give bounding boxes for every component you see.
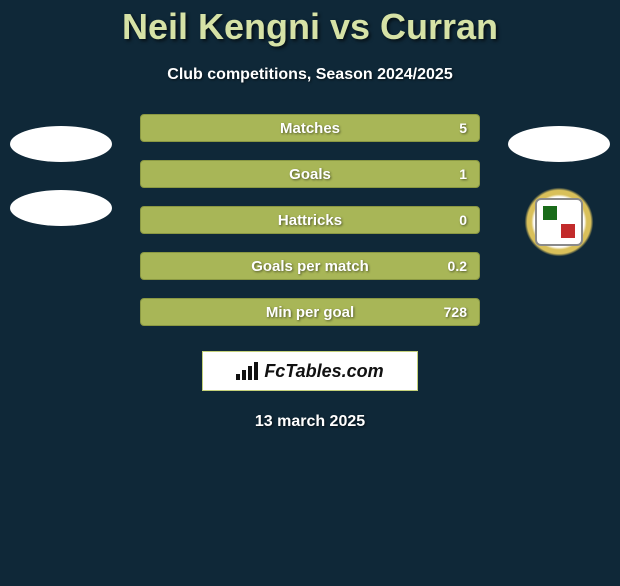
footer-date: 13 march 2025 [0,413,620,431]
stat-label: Matches [280,120,340,137]
stat-label: Goals per match [251,258,369,275]
shield-icon [535,198,583,246]
club-badge-placeholder [10,190,112,226]
stat-bar-min-per-goal: Min per goal 728 [140,298,480,326]
watermark-text: FcTables.com [264,361,383,382]
bar-chart-icon [236,362,258,380]
stat-value: 1 [459,166,467,182]
page-title: Neil Kengni vs Curran [0,6,620,48]
stat-label: Hattricks [278,212,342,229]
stat-bar-hattricks: Hattricks 0 [140,206,480,234]
stat-value: 0.2 [448,258,467,274]
stat-value: 728 [444,304,467,320]
club-badge-placeholder [10,126,112,162]
stat-bar-matches: Matches 5 [140,114,480,142]
left-badges [10,126,112,226]
stat-label: Min per goal [266,304,354,321]
right-badges [508,126,610,264]
subtitle: Club competitions, Season 2024/2025 [0,66,620,84]
stat-bar-goals: Goals 1 [140,160,480,188]
club-badge-placeholder [508,126,610,162]
stat-label: Goals [289,166,331,183]
stat-value: 0 [459,212,467,228]
stat-value: 5 [459,120,467,136]
club-crest [508,180,610,264]
watermark: FcTables.com [202,351,418,391]
stat-bar-goals-per-match: Goals per match 0.2 [140,252,480,280]
